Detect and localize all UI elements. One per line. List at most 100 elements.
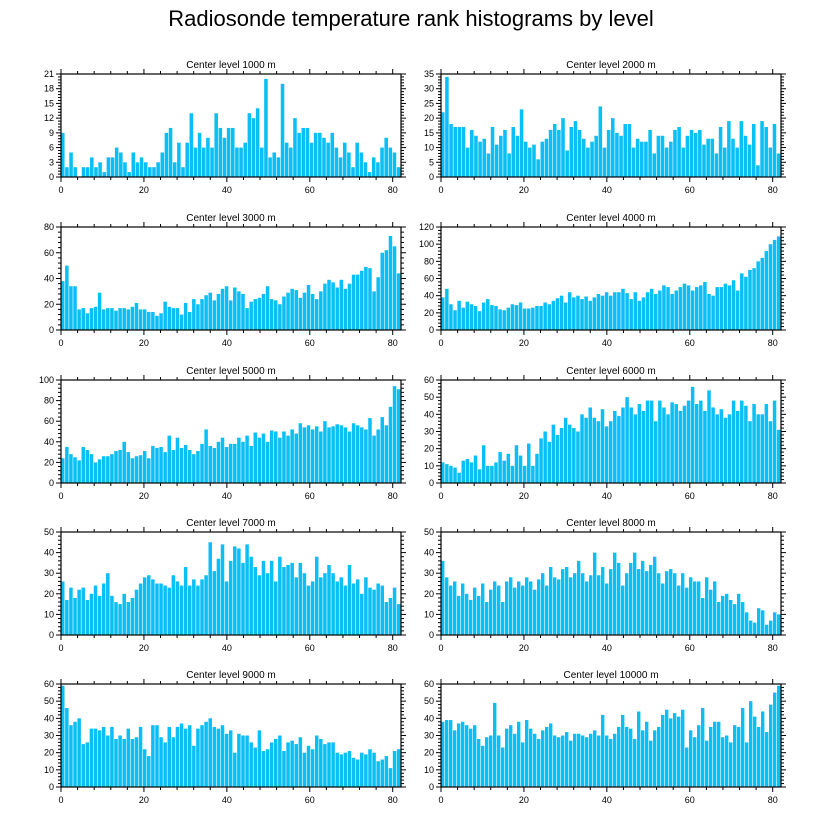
bar [364,429,368,483]
bar [187,725,192,787]
bar [396,389,401,483]
bar [768,147,773,177]
bar [183,567,188,635]
x-tick-label: 80 [768,795,778,805]
bar [535,305,539,330]
panel-title: Center level 4000 m [566,213,656,224]
bar [310,293,315,330]
bar [666,287,670,330]
bar [617,726,621,787]
bar [187,311,192,330]
bar [261,433,266,483]
bar [581,735,585,787]
y-tick-label: 50 [424,527,434,537]
panel-title: Center level 5000 m [186,366,276,377]
bar [253,432,258,483]
bar [541,730,545,787]
bar [713,581,717,635]
bar [61,685,65,787]
y-tick-label: 60 [44,679,54,689]
bar [547,441,552,483]
bar [502,310,506,330]
bar [126,309,131,330]
bar [360,593,364,635]
bar [339,279,344,330]
bar [331,426,335,483]
bar [745,612,749,635]
bar [97,292,102,330]
x-tick-label: 60 [305,491,315,501]
bar [253,747,258,787]
bar [143,162,148,177]
bar [159,446,163,483]
bar [773,612,777,635]
y-tick-label: 0 [49,630,54,640]
x-tick-label: 0 [438,491,443,501]
x-tick-label: 60 [685,185,695,195]
bar [167,587,172,635]
bar [748,269,752,330]
bar [269,560,274,635]
bar [347,431,352,483]
bar [237,291,241,331]
bar [594,135,598,177]
bar [522,308,527,330]
bar [89,593,94,635]
bar [552,124,557,177]
bar [757,608,761,635]
bar [319,738,323,787]
bar [147,756,151,787]
bar [769,620,773,635]
bar [693,132,698,177]
bar [490,126,495,177]
bar [294,290,298,330]
bar [518,302,523,330]
bar [228,443,233,483]
bar [257,437,262,483]
x-tick-label: 80 [388,643,398,653]
bar [465,725,469,787]
bar [101,583,106,635]
bar [302,427,307,483]
bar [661,583,665,635]
bar [77,309,81,330]
bar [654,293,658,330]
bar [573,733,577,787]
bar [224,446,229,483]
bar [310,581,315,635]
bar [163,742,167,787]
bar [171,575,176,635]
x-tick-label: 0 [438,338,443,348]
bar [192,454,196,483]
bar [208,718,212,787]
bar [481,445,486,483]
bar [163,301,167,330]
bar [192,579,196,635]
bar [613,410,617,483]
bar [751,124,756,177]
bar [457,300,461,330]
bar [331,282,335,330]
bar [565,150,569,177]
bar [760,414,765,483]
bar [222,137,227,177]
bar [581,138,586,177]
bar [339,577,344,635]
bar [89,454,94,483]
bar [181,167,185,177]
bar [282,431,286,483]
bar [286,742,290,787]
bar [313,132,318,177]
bar [701,597,705,635]
bar [585,737,589,787]
bar [212,726,217,787]
bar [753,622,757,635]
bar [711,295,715,330]
bar [572,428,576,483]
bar [372,589,376,635]
bar [77,460,81,483]
bar [658,400,662,483]
bar [613,733,617,787]
bar [208,445,212,483]
bar [114,310,118,330]
